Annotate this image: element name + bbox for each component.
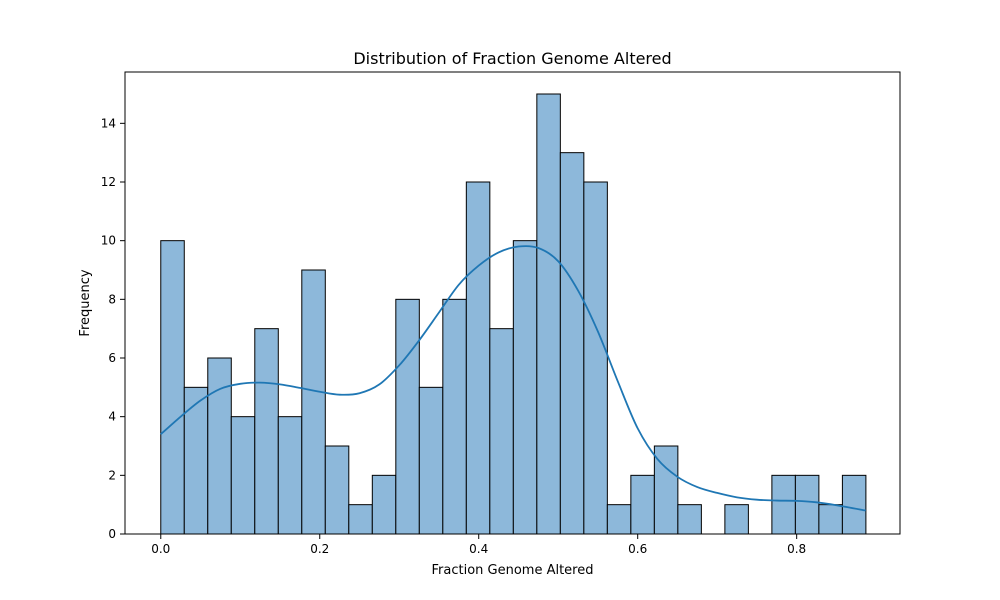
y-tick-label: 8 [108, 292, 116, 306]
x-tick-label: 0.8 [787, 542, 806, 556]
y-tick-label: 4 [108, 410, 116, 424]
histogram-bar [371, 474, 397, 535]
histogram-bar [818, 504, 843, 535]
chart-title: Distribution of Fraction Genome Altered [353, 49, 671, 68]
plot-frame [124, 71, 901, 535]
x-axis-ticks: 0.0 0.2 0.4 0.6 0.8 [151, 534, 806, 556]
histogram-bar [324, 445, 350, 535]
histogram-bar [771, 474, 796, 535]
histogram-bar [160, 240, 185, 535]
y-tick-label: 0 [108, 527, 116, 541]
y-tick-label: 12 [101, 175, 116, 189]
x-tick-label: 0.6 [628, 542, 647, 556]
histogram-bar [207, 357, 232, 535]
kde-curve [160, 245, 866, 512]
x-tick-label: 0.2 [310, 542, 329, 556]
histogram-bar [841, 474, 867, 535]
histogram-bar [630, 474, 655, 535]
histogram-bar [277, 416, 303, 535]
x-tick-label: 0.4 [469, 542, 488, 556]
y-tick-label: 2 [108, 468, 116, 482]
y-axis-label: Frequency [78, 269, 93, 336]
histogram-bar [348, 504, 373, 535]
histogram-bar [677, 504, 702, 535]
histogram-bar [183, 386, 209, 535]
x-axis-label: Fraction Genome Altered [432, 563, 594, 578]
histogram-bar [465, 181, 491, 535]
y-tick-label: 6 [108, 351, 116, 365]
y-tick-label: 14 [101, 116, 116, 130]
histogram-bar [301, 269, 326, 535]
histogram-bar [395, 298, 420, 535]
histogram-bar [442, 298, 467, 535]
histogram-bar [536, 93, 561, 535]
x-tick-label: 0.0 [151, 542, 170, 556]
bars-group [160, 93, 867, 535]
histogram-bar [559, 152, 585, 535]
histogram-bar [489, 328, 514, 535]
histogram-bar [230, 416, 256, 535]
y-tick-label: 10 [101, 234, 116, 248]
histogram-bar [418, 386, 444, 535]
histogram-bar [254, 328, 279, 535]
histogram-bar [606, 504, 632, 535]
histogram-bar [512, 240, 538, 535]
histogram-bar [583, 181, 608, 535]
histogram-bar [794, 474, 820, 535]
y-axis-ticks: 0 2 4 6 8 10 12 14 [101, 116, 125, 541]
histogram-bar [724, 504, 749, 535]
